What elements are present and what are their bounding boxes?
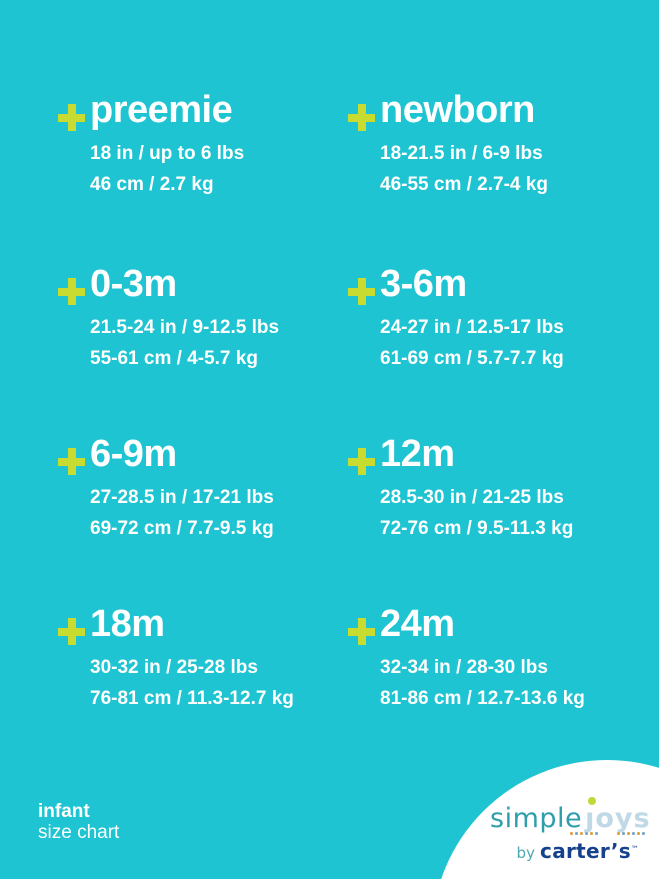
- size-name: newborn: [380, 89, 535, 131]
- plus-icon: [58, 618, 85, 645]
- plus-icon: [58, 278, 85, 305]
- size-entry-header: 0-3m: [58, 262, 343, 306]
- size-metric: 46 cm / 2.7 kg: [90, 174, 214, 195]
- stitch-dots-icon: [617, 832, 645, 835]
- size-metric: 46-55 cm / 2.7-4 kg: [380, 174, 548, 195]
- chart-category: infant: [38, 801, 90, 822]
- size-name: 18m: [90, 603, 165, 645]
- size-entry-details: 32-34 in / 28-30 lbs 81-86 cm / 12.7-13.…: [348, 652, 633, 714]
- size-entry-details: 18-21.5 in / 6-9 lbs 46-55 cm / 2.7-4 kg: [348, 138, 633, 200]
- plus-icon: [348, 448, 375, 475]
- size-entry-24m: 24m 32-34 in / 28-30 lbs 81-86 cm / 12.7…: [348, 602, 633, 714]
- logo-word-joys: ȷoys: [585, 797, 651, 834]
- size-entry-header: 18m: [58, 602, 343, 646]
- size-name: 12m: [380, 433, 455, 475]
- chart-footer-label: infant size chart: [38, 801, 119, 843]
- brand-logo-circle: simple ȷoys by carter’s™: [432, 760, 659, 879]
- size-imperial: 32-34 in / 28-30 lbs: [380, 657, 548, 678]
- size-imperial: 27-28.5 in / 17-21 lbs: [90, 487, 274, 508]
- plus-icon: [348, 278, 375, 305]
- size-entry-header: 6-9m: [58, 432, 343, 476]
- size-metric: 72-76 cm / 9.5-11.3 kg: [380, 518, 574, 539]
- plus-icon: [58, 104, 85, 131]
- brand-byline: by carter’s™: [517, 839, 639, 863]
- size-imperial: 21.5-24 in / 9-12.5 lbs: [90, 317, 280, 338]
- size-metric: 69-72 cm / 7.7-9.5 kg: [90, 518, 274, 539]
- size-metric: 76-81 cm / 11.3-12.7 kg: [90, 688, 294, 709]
- size-imperial: 30-32 in / 25-28 lbs: [90, 657, 258, 678]
- size-entry-0-3m: 0-3m 21.5-24 in / 9-12.5 lbs 55-61 cm / …: [58, 262, 343, 374]
- size-imperial: 28.5-30 in / 21-25 lbs: [380, 487, 564, 508]
- size-name: preemie: [90, 89, 233, 131]
- size-name: 0-3m: [90, 263, 177, 305]
- size-name: 3-6m: [380, 263, 467, 305]
- plus-icon: [348, 104, 375, 131]
- size-entry-newborn: newborn 18-21.5 in / 6-9 lbs 46-55 cm / …: [348, 88, 633, 200]
- size-entry-details: 24-27 in / 12.5-17 lbs 61-69 cm / 5.7-7.…: [348, 312, 633, 374]
- size-metric: 55-61 cm / 4-5.7 kg: [90, 348, 258, 369]
- logo-word-joys-text: ȷoys: [585, 803, 651, 834]
- size-metric: 81-86 cm / 12.7-13.6 kg: [380, 688, 585, 709]
- size-entry-details: 28.5-30 in / 21-25 lbs 72-76 cm / 9.5-11…: [348, 482, 633, 544]
- size-name: 24m: [380, 603, 455, 645]
- size-entry-12m: 12m 28.5-30 in / 21-25 lbs 72-76 cm / 9.…: [348, 432, 633, 544]
- size-entry-header: 12m: [348, 432, 633, 476]
- plus-icon: [58, 448, 85, 475]
- size-imperial: 18-21.5 in / 6-9 lbs: [380, 143, 543, 164]
- size-entry-details: 27-28.5 in / 17-21 lbs 69-72 cm / 7.7-9.…: [58, 482, 343, 544]
- chart-subtitle: size chart: [38, 822, 120, 843]
- size-entry-details: 21.5-24 in / 9-12.5 lbs 55-61 cm / 4-5.7…: [58, 312, 343, 374]
- size-entry-header: 3-6m: [348, 262, 633, 306]
- plus-icon: [348, 618, 375, 645]
- brand-logo: simple ȷoys: [490, 797, 651, 834]
- logo-word-simple: simple: [490, 803, 583, 834]
- size-entry-preemie: preemie 18 in / up to 6 lbs 46 cm / 2.7 …: [58, 88, 343, 200]
- size-entry-18m: 18m 30-32 in / 25-28 lbs 76-81 cm / 11.3…: [58, 602, 343, 714]
- size-entry-header: 24m: [348, 602, 633, 646]
- size-entry-3-6m: 3-6m 24-27 in / 12.5-17 lbs 61-69 cm / 5…: [348, 262, 633, 374]
- size-entry-header: preemie: [58, 88, 343, 132]
- size-imperial: 18 in / up to 6 lbs: [90, 143, 245, 164]
- size-name: 6-9m: [90, 433, 177, 475]
- trademark-symbol: ™: [631, 844, 639, 854]
- size-entry-header: newborn: [348, 88, 633, 132]
- size-entry-details: 30-32 in / 25-28 lbs 76-81 cm / 11.3-12.…: [58, 652, 343, 714]
- logo-by-text: by: [516, 844, 535, 862]
- size-metric: 61-69 cm / 5.7-7.7 kg: [380, 348, 564, 369]
- size-entry-6-9m: 6-9m 27-28.5 in / 17-21 lbs 69-72 cm / 7…: [58, 432, 343, 544]
- size-imperial: 24-27 in / 12.5-17 lbs: [380, 317, 564, 338]
- logo-j-dot-icon: [588, 797, 597, 805]
- stitch-dots-icon: [570, 832, 598, 835]
- size-entry-details: 18 in / up to 6 lbs 46 cm / 2.7 kg: [58, 138, 343, 200]
- logo-brand-name: carter’s: [540, 839, 631, 863]
